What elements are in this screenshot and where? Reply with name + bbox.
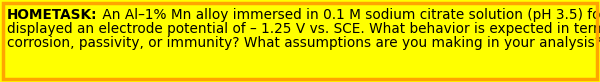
Text: An Al–1% Mn alloy immersed in 0.1 M sodium citrate solution (pH 3.5) for 24 h: An Al–1% Mn alloy immersed in 0.1 M sodi…	[97, 8, 600, 22]
Text: displayed an electrode potential of – 1.25 V vs. SCE. What behavior is expected : displayed an electrode potential of – 1.…	[7, 22, 600, 36]
Text: HOMETASK:: HOMETASK:	[7, 8, 97, 22]
Text: corrosion, passivity, or immunity? What assumptions are you making in your analy: corrosion, passivity, or immunity? What …	[7, 36, 600, 50]
